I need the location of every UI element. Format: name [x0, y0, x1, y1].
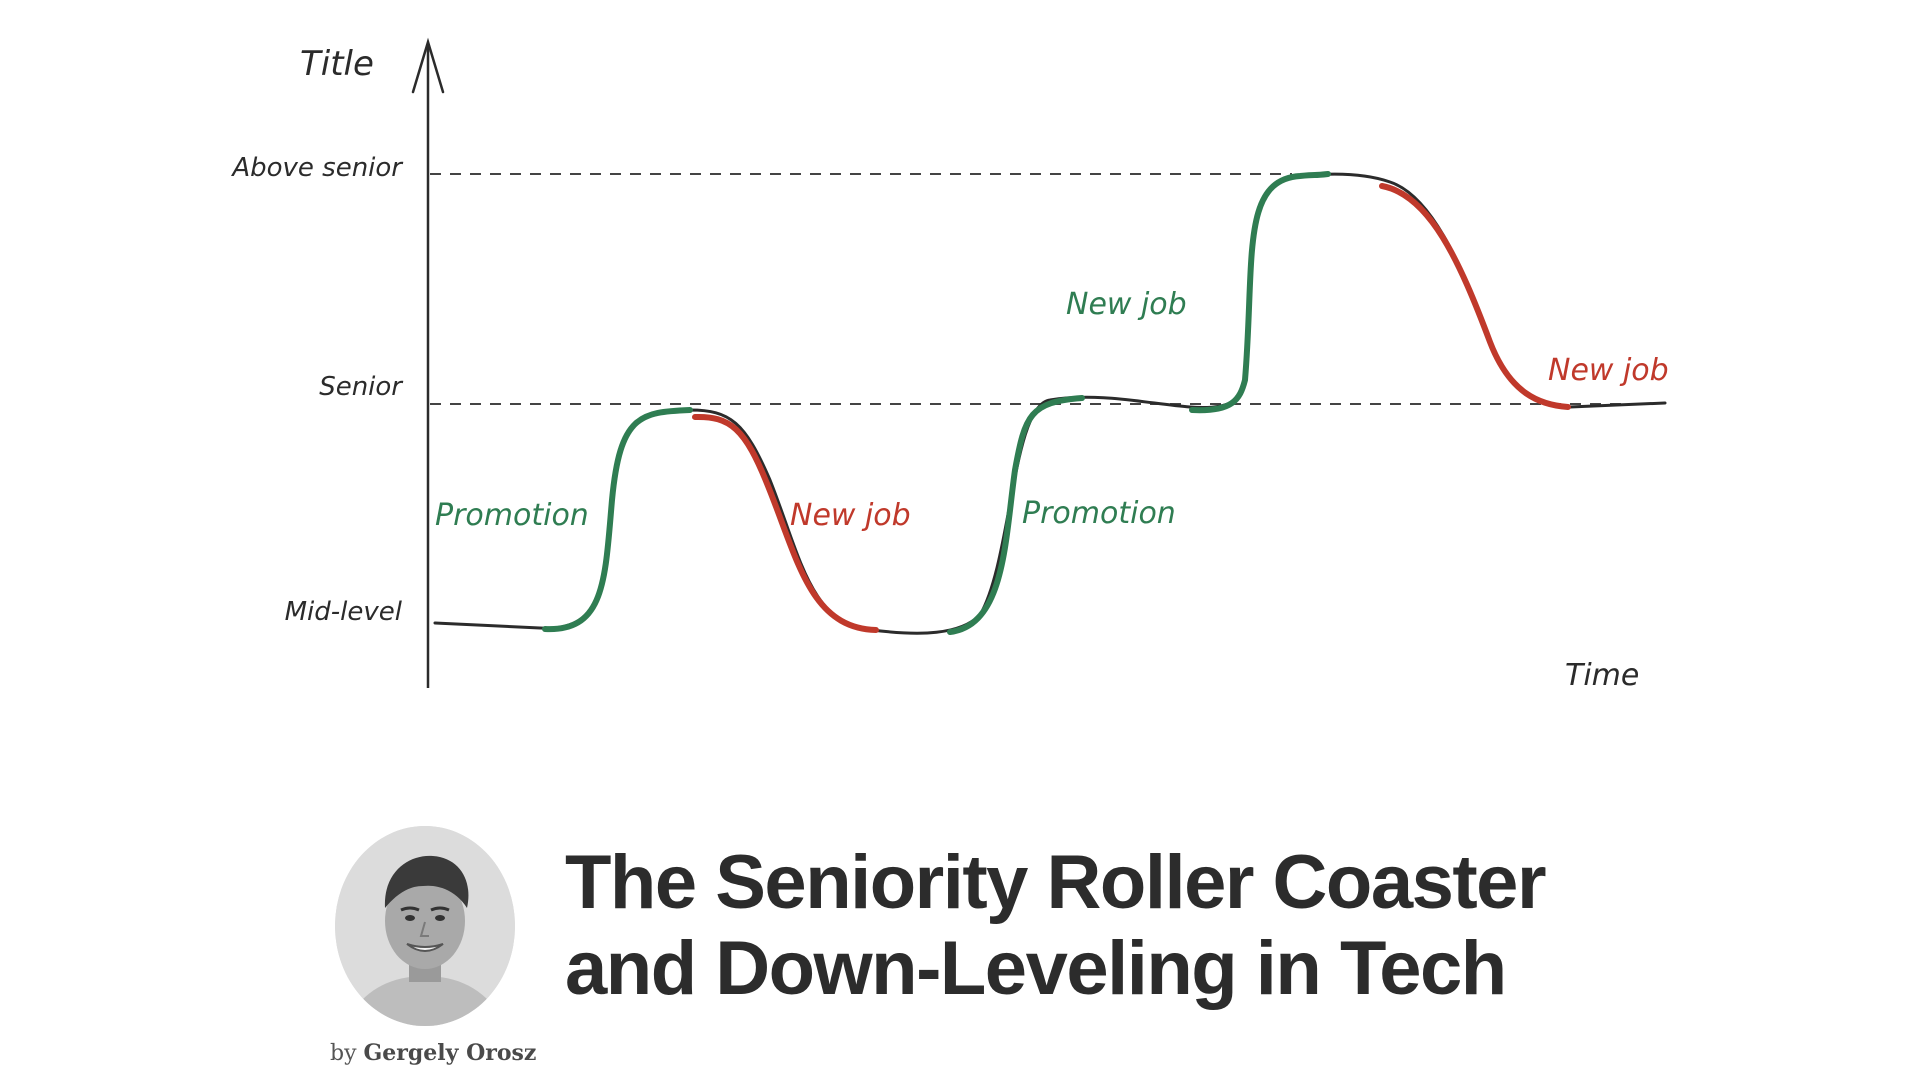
annotation-new-job-1: New job	[790, 498, 911, 533]
post-title-line-1: The Seniority Roller Coaster	[565, 840, 1547, 925]
seniority-diagram: Title Time Above senior Senior Mid-level…	[230, 37, 1669, 693]
new-job-3-highlight	[1379, 183, 1571, 410]
annotation-promotion-2: Promotion	[1022, 496, 1176, 531]
annotation-new-job-3: New job	[1548, 353, 1669, 388]
level-label-above-senior: Above senior	[230, 153, 404, 183]
annotation-new-job-2: New job	[1066, 287, 1187, 322]
byline: by Gergely Orosz	[330, 1040, 536, 1066]
byline-prefix: by	[330, 1041, 357, 1066]
post-title-line-2: and Down-Leveling in Tech	[565, 926, 1507, 1011]
level-label-senior: Senior	[319, 372, 404, 402]
new-job-2-highlight	[1189, 171, 1331, 414]
x-axis-label: Time	[1565, 658, 1639, 693]
author-avatar	[335, 826, 515, 1026]
y-axis-label: Title	[300, 44, 374, 84]
promotion-2-highlight	[947, 395, 1085, 635]
annotation-promotion-1: Promotion	[435, 498, 589, 533]
y-axis-arrowhead	[411, 37, 445, 94]
author-name[interactable]: Gergely Orosz	[363, 1040, 537, 1066]
post-title[interactable]: The Seniority Roller Coaster and Down-Le…	[565, 840, 1547, 1012]
new-job-1-highlight	[692, 413, 879, 633]
promotion-1-highlight	[542, 407, 693, 633]
level-label-mid-level: Mid-level	[285, 597, 403, 627]
